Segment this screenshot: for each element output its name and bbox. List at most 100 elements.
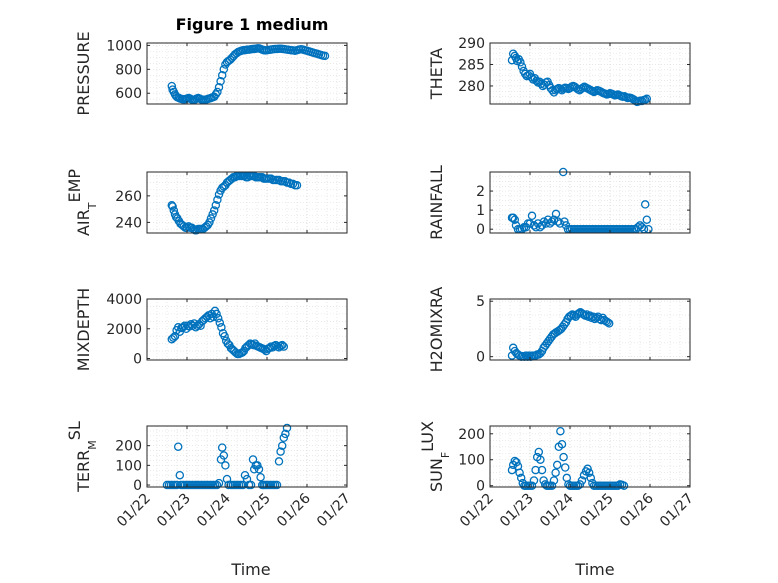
data-point — [254, 465, 264, 474]
data-point — [238, 480, 248, 490]
data-point — [547, 217, 557, 226]
data-point — [527, 211, 537, 221]
y-tick-label: 2 — [476, 184, 485, 200]
data-point — [216, 77, 225, 86]
data-point — [536, 455, 545, 464]
data-point — [274, 175, 284, 185]
data-point — [566, 311, 576, 320]
axes-box — [489, 298, 691, 361]
data-point — [281, 429, 290, 439]
y-axis-label: RAINFALL — [427, 165, 446, 240]
data-point — [222, 474, 232, 484]
data-point — [279, 342, 289, 351]
y-tick-label: 0 — [133, 478, 142, 494]
data-point — [527, 481, 537, 490]
y-tick-label: 290 — [458, 36, 485, 52]
data-point — [507, 465, 517, 475]
subplot-2: 280 285 290 THETA — [427, 36, 691, 107]
data-point — [531, 465, 540, 475]
data-point — [556, 426, 565, 436]
data-point — [167, 81, 177, 91]
data-point — [214, 190, 224, 199]
axes-box — [489, 171, 691, 234]
data-point — [205, 218, 214, 227]
data-point — [219, 65, 229, 74]
data-point — [516, 473, 526, 483]
data-point — [320, 51, 330, 61]
data-point — [208, 210, 217, 219]
data-point — [175, 470, 185, 480]
data-point — [272, 480, 282, 490]
y-tick-label: 600 — [115, 86, 142, 102]
data-point — [560, 217, 569, 226]
data-point — [173, 442, 183, 451]
data-point — [549, 215, 559, 224]
data-point — [524, 351, 534, 360]
data-point — [508, 213, 518, 223]
data-point — [534, 447, 544, 457]
data-point — [557, 439, 567, 449]
data-point — [220, 331, 229, 341]
axes-box — [146, 298, 348, 361]
data-point — [515, 351, 524, 360]
y-axis-label: H2OMIXRA — [427, 287, 446, 373]
axes-box — [146, 425, 348, 488]
y-tick-label: 5 — [476, 294, 485, 310]
figure-title: Figure 1 medium — [176, 15, 329, 34]
data-point — [213, 87, 222, 97]
y-tick-label: 800 — [115, 62, 142, 78]
y-tick-label: 0 — [476, 479, 485, 495]
data-point — [586, 473, 596, 483]
data-point — [559, 452, 568, 462]
data-point — [172, 480, 182, 490]
y-tick-label: 200 — [115, 439, 142, 455]
y-tick-label: 100 — [115, 458, 142, 474]
data-point — [573, 481, 583, 490]
data-point — [277, 340, 287, 350]
data-point — [539, 217, 549, 226]
data-point — [170, 331, 180, 341]
subplot-5: 0 2000 4000 MIXDEPTH — [74, 288, 348, 371]
data-point — [224, 480, 233, 490]
data-point — [279, 433, 289, 443]
data-point — [512, 458, 521, 467]
data-point — [515, 468, 524, 477]
data-point — [274, 457, 284, 466]
data-point — [642, 215, 652, 224]
data-point — [529, 221, 539, 230]
y-tick-label: 0 — [476, 222, 485, 238]
data-point — [553, 217, 563, 226]
subplot-1: 600 800 1000 PRESSURE — [74, 31, 348, 116]
y-tick-label: 4000 — [106, 292, 142, 308]
data-point — [547, 481, 557, 490]
y-tick-label: 1 — [476, 203, 485, 219]
data-point — [604, 319, 614, 328]
data-point — [560, 463, 570, 472]
data-point — [211, 200, 221, 210]
y-axis-label: PRESSURE — [74, 31, 93, 115]
x-axis-label-left: Time — [230, 560, 270, 579]
axes-box — [489, 425, 691, 488]
data-point — [555, 219, 565, 228]
y-tick-label: 1000 — [106, 38, 142, 54]
data-point — [246, 480, 256, 490]
data-point — [584, 468, 594, 477]
data-point — [577, 476, 587, 485]
data-point — [169, 333, 178, 342]
data-point — [529, 476, 539, 485]
data-point — [508, 49, 518, 58]
y-tick-label: 2000 — [106, 322, 142, 338]
data-point — [266, 174, 276, 183]
y-tick-label: 285 — [458, 57, 485, 73]
data-point — [640, 200, 650, 209]
data-point — [215, 318, 225, 328]
data-point — [168, 202, 177, 211]
data-point — [517, 62, 527, 71]
data-point — [253, 461, 262, 470]
data-point — [256, 472, 265, 482]
data-point — [583, 464, 592, 474]
data-point — [212, 480, 222, 490]
data-point — [219, 451, 229, 460]
